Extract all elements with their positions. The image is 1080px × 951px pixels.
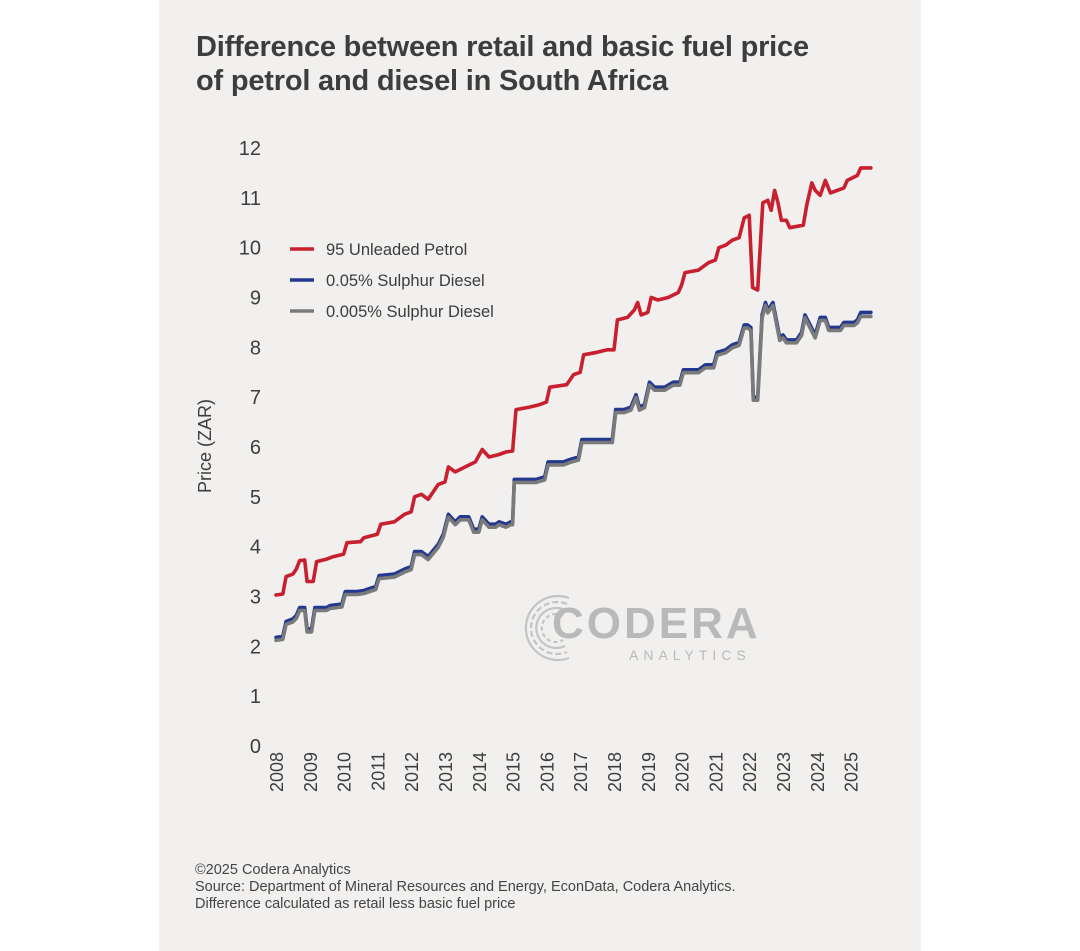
codera-logo-mark-icon [524, 594, 570, 662]
chart-title: Difference between retail and basic fuel… [196, 30, 896, 98]
legend-label: 0.005% Sulphur Diesel [326, 303, 494, 321]
y-tick-label: 6 [250, 437, 261, 459]
x-tick-label: 2022 [740, 752, 760, 792]
x-tick-label: 2008 [267, 752, 287, 792]
y-tick-label: 10 [239, 238, 261, 260]
chart-series [274, 166, 873, 643]
x-tick-label: 2011 [368, 752, 388, 791]
x-tick-label: 2019 [639, 752, 659, 792]
y-tick-label: 3 [250, 587, 261, 609]
y-tick-label: 11 [240, 188, 261, 210]
legend-label: 95 Unleaded Petrol [326, 241, 467, 259]
logo-wordmark: CODERA [552, 599, 761, 648]
x-tick-label: 2024 [808, 752, 828, 792]
y-tick-label: 2 [250, 636, 261, 658]
y-axis-label: Price (ZAR) [195, 399, 215, 493]
chart-title-line-2: of petrol and diesel in South Africa [196, 65, 668, 97]
x-tick-label: 2012 [402, 752, 422, 792]
chart-title-line-1: Difference between retail and basic fuel… [196, 31, 809, 63]
y-tick-label: 8 [250, 337, 261, 359]
x-tick-label: 2016 [537, 752, 557, 792]
x-tick-label: 2025 [842, 752, 862, 792]
legend-label: 0.05% Sulphur Diesel [326, 272, 485, 290]
x-tick-label: 2017 [571, 752, 591, 792]
footer-copyright: ©2025 Codera Analytics [195, 862, 351, 878]
chart-footer: ©2025 Codera Analytics Source: Departmen… [195, 862, 736, 913]
y-tick-label: 7 [250, 387, 261, 409]
x-tick-label: 2009 [301, 752, 321, 792]
codera-logo: CODERA ANALYTICS [517, 588, 758, 668]
series-line-3 [274, 303, 873, 643]
x-tick-label: 2021 [706, 752, 726, 792]
x-axis-ticks: 2008 2009 2010 2011 2012 2013 2014 2015 2016 2017… [267, 752, 862, 792]
y-tick-label: 5 [250, 487, 261, 509]
x-tick-label: 2010 [335, 752, 355, 792]
series-line-1 [274, 166, 873, 597]
logo-subtitle: ANALYTICS [629, 647, 751, 663]
x-tick-label: 2023 [774, 752, 794, 792]
x-tick-label: 2020 [673, 752, 693, 792]
y-tick-label: 4 [250, 537, 261, 559]
y-tick-label: 12 [239, 138, 261, 160]
x-tick-label: 2015 [504, 752, 524, 792]
footer-source: Source: Department of Mineral Resources … [195, 879, 736, 895]
footer-note: Difference calculated as retail less bas… [195, 896, 516, 912]
y-tick-label: 0 [250, 736, 261, 758]
y-tick-label: 1 [250, 686, 261, 708]
series-line-2 [274, 300, 873, 640]
chart-legend: 95 Unleaded Petrol 0.05% Sulphur Diesel 0.… [290, 241, 494, 321]
chart-panel: Difference between retail and basic fuel… [159, 0, 921, 951]
x-tick-label: 2018 [605, 752, 625, 792]
x-tick-label: 2014 [470, 752, 490, 792]
x-tick-label: 2013 [436, 752, 456, 792]
y-tick-label: 9 [250, 288, 261, 310]
